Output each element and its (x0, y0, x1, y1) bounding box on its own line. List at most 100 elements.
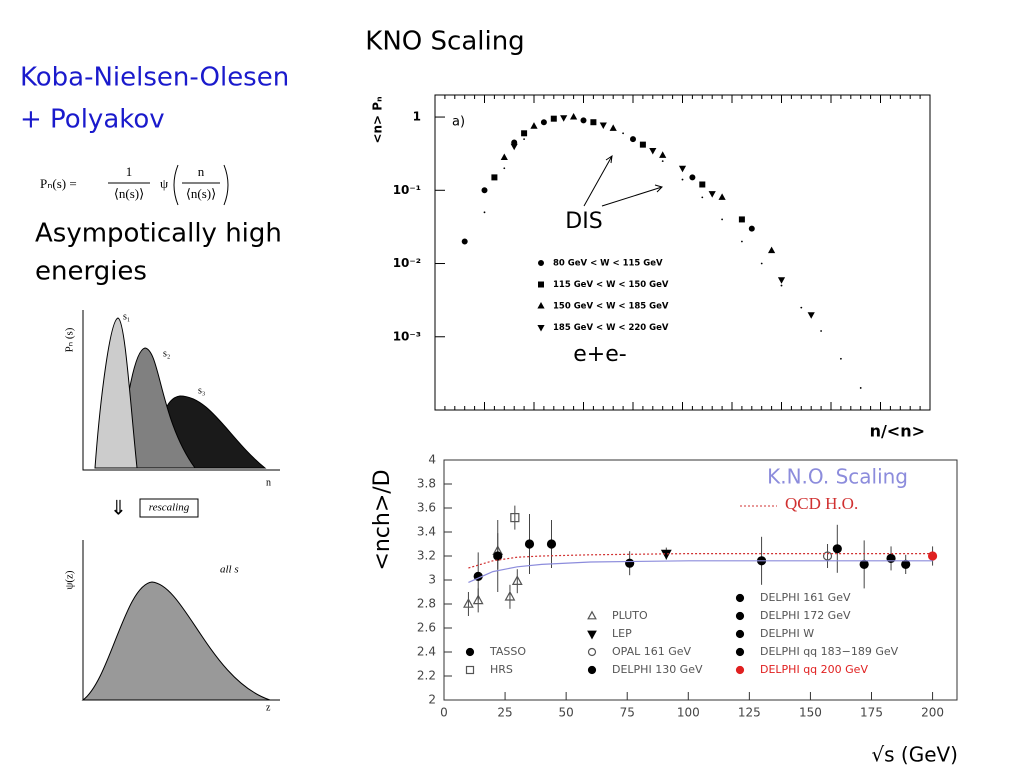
y-tick-label: 3.8 (417, 477, 436, 491)
x-tick-label: 0 (440, 706, 448, 720)
marker (840, 357, 842, 360)
marker (483, 211, 486, 214)
marker (701, 196, 704, 199)
y-tick-label: 3.4 (417, 525, 436, 539)
marker (718, 193, 726, 200)
y-label: Pₙ (s) (64, 327, 76, 352)
legend-label: 115 GeV < W < 150 GeV (553, 280, 669, 290)
marker (587, 630, 597, 640)
legend-label: K.N.O. Scaling (767, 465, 908, 489)
y-tick-label: 3.2 (417, 549, 436, 563)
marker (859, 559, 869, 570)
marker (699, 181, 706, 188)
curve-label: s₂ (163, 348, 170, 359)
marker (927, 551, 938, 561)
marker (472, 594, 484, 605)
marker (587, 610, 597, 620)
marker (587, 665, 597, 675)
formula-arg-num: n (198, 164, 205, 179)
marker (681, 178, 684, 181)
legend-label: 80 GeV < W < 115 GeV (553, 259, 663, 269)
marker (901, 559, 911, 570)
y-tick-label: 10⁻¹ (393, 183, 421, 197)
marker (500, 153, 508, 161)
marker (820, 330, 822, 332)
marker (859, 387, 862, 389)
marker (661, 160, 664, 163)
y-axis-label: <nch>/D (370, 469, 395, 570)
y-tick-label: 10⁻³ (393, 329, 421, 343)
marker (503, 167, 506, 170)
legend-label: 150 GeV < W < 185 GeV (553, 302, 669, 312)
formula-num: 1 (126, 164, 133, 179)
marker (777, 277, 786, 284)
marker (524, 539, 535, 549)
annotation-arrow (601, 184, 663, 207)
series (500, 113, 776, 254)
marker (642, 145, 644, 148)
marker (625, 558, 635, 568)
sketch-bottom: ψ(z) all s z (64, 540, 280, 713)
axis (82, 310, 280, 471)
x-label: n (266, 477, 271, 488)
x-tick-label: 25 (497, 706, 512, 720)
x-tick-label: 150 (799, 706, 822, 720)
x-label: z (266, 702, 271, 713)
formula: Pₙ(s) = 1 ⟨n(s)⟩ ψ n ⟨n(s)⟩ (40, 164, 229, 206)
marker (510, 512, 520, 523)
series (483, 116, 862, 389)
body-text: energies (35, 257, 147, 287)
marker (599, 122, 607, 129)
marker (570, 113, 578, 120)
y-axis-label: <n> Pₙ (371, 96, 385, 143)
legend-label: OPAL 161 GeV (612, 645, 692, 658)
legend-label: DELPHI 130 GeV (612, 663, 703, 676)
y-tick-label: 2.8 (417, 597, 436, 611)
curve (468, 553, 933, 569)
y-tick-label: 4 (428, 453, 436, 467)
marker (481, 187, 488, 194)
marker (708, 191, 716, 198)
formula-psi: ψ (160, 176, 168, 191)
marker (538, 260, 544, 266)
marker (622, 132, 624, 135)
marker (491, 174, 498, 181)
legend-label: DELPHI qq 200 GeV (760, 663, 868, 676)
curve-label: s₁ (123, 311, 130, 322)
marker (521, 130, 528, 137)
y-tick-label: 2 (428, 693, 436, 707)
marker (735, 611, 745, 621)
legend-label: DELPHI W (760, 627, 814, 640)
heading: + Polyakov (20, 105, 165, 135)
y-tick-label: 2.4 (417, 645, 436, 659)
legend-label: DELPHI 172 GeV (760, 609, 851, 622)
legend-label: DELPHI 161 GeV (760, 591, 851, 604)
curve-s1 (94, 317, 138, 469)
marker (465, 647, 475, 657)
y-tick-label: 3 (428, 573, 436, 587)
axis (82, 540, 280, 701)
marker (511, 575, 523, 585)
marker (760, 262, 763, 265)
marker (738, 216, 745, 223)
legend-label: 185 GeV < W < 220 GeV (553, 323, 669, 333)
y-label: ψ(z) (64, 570, 76, 589)
x-tick-label: 50 (559, 706, 574, 720)
legend-label: HRS (490, 663, 513, 676)
paren (173, 164, 179, 206)
marker (735, 665, 745, 675)
label-box (139, 498, 199, 518)
formula-den: ⟨n(s)⟩ (114, 186, 144, 201)
marker (562, 116, 565, 118)
marker (602, 123, 605, 126)
marker (822, 551, 833, 561)
sketch-top: Pₙ (s) s₁ s₂ s₃ n (64, 310, 280, 488)
marker (748, 225, 755, 232)
marker (780, 284, 783, 287)
marker (504, 590, 516, 601)
legend-label: DELPHI qq 183−189 GeV (760, 645, 899, 658)
marker (832, 544, 842, 554)
panel-label: a) (452, 115, 465, 130)
x-axis-label: n/<n> (870, 422, 925, 441)
